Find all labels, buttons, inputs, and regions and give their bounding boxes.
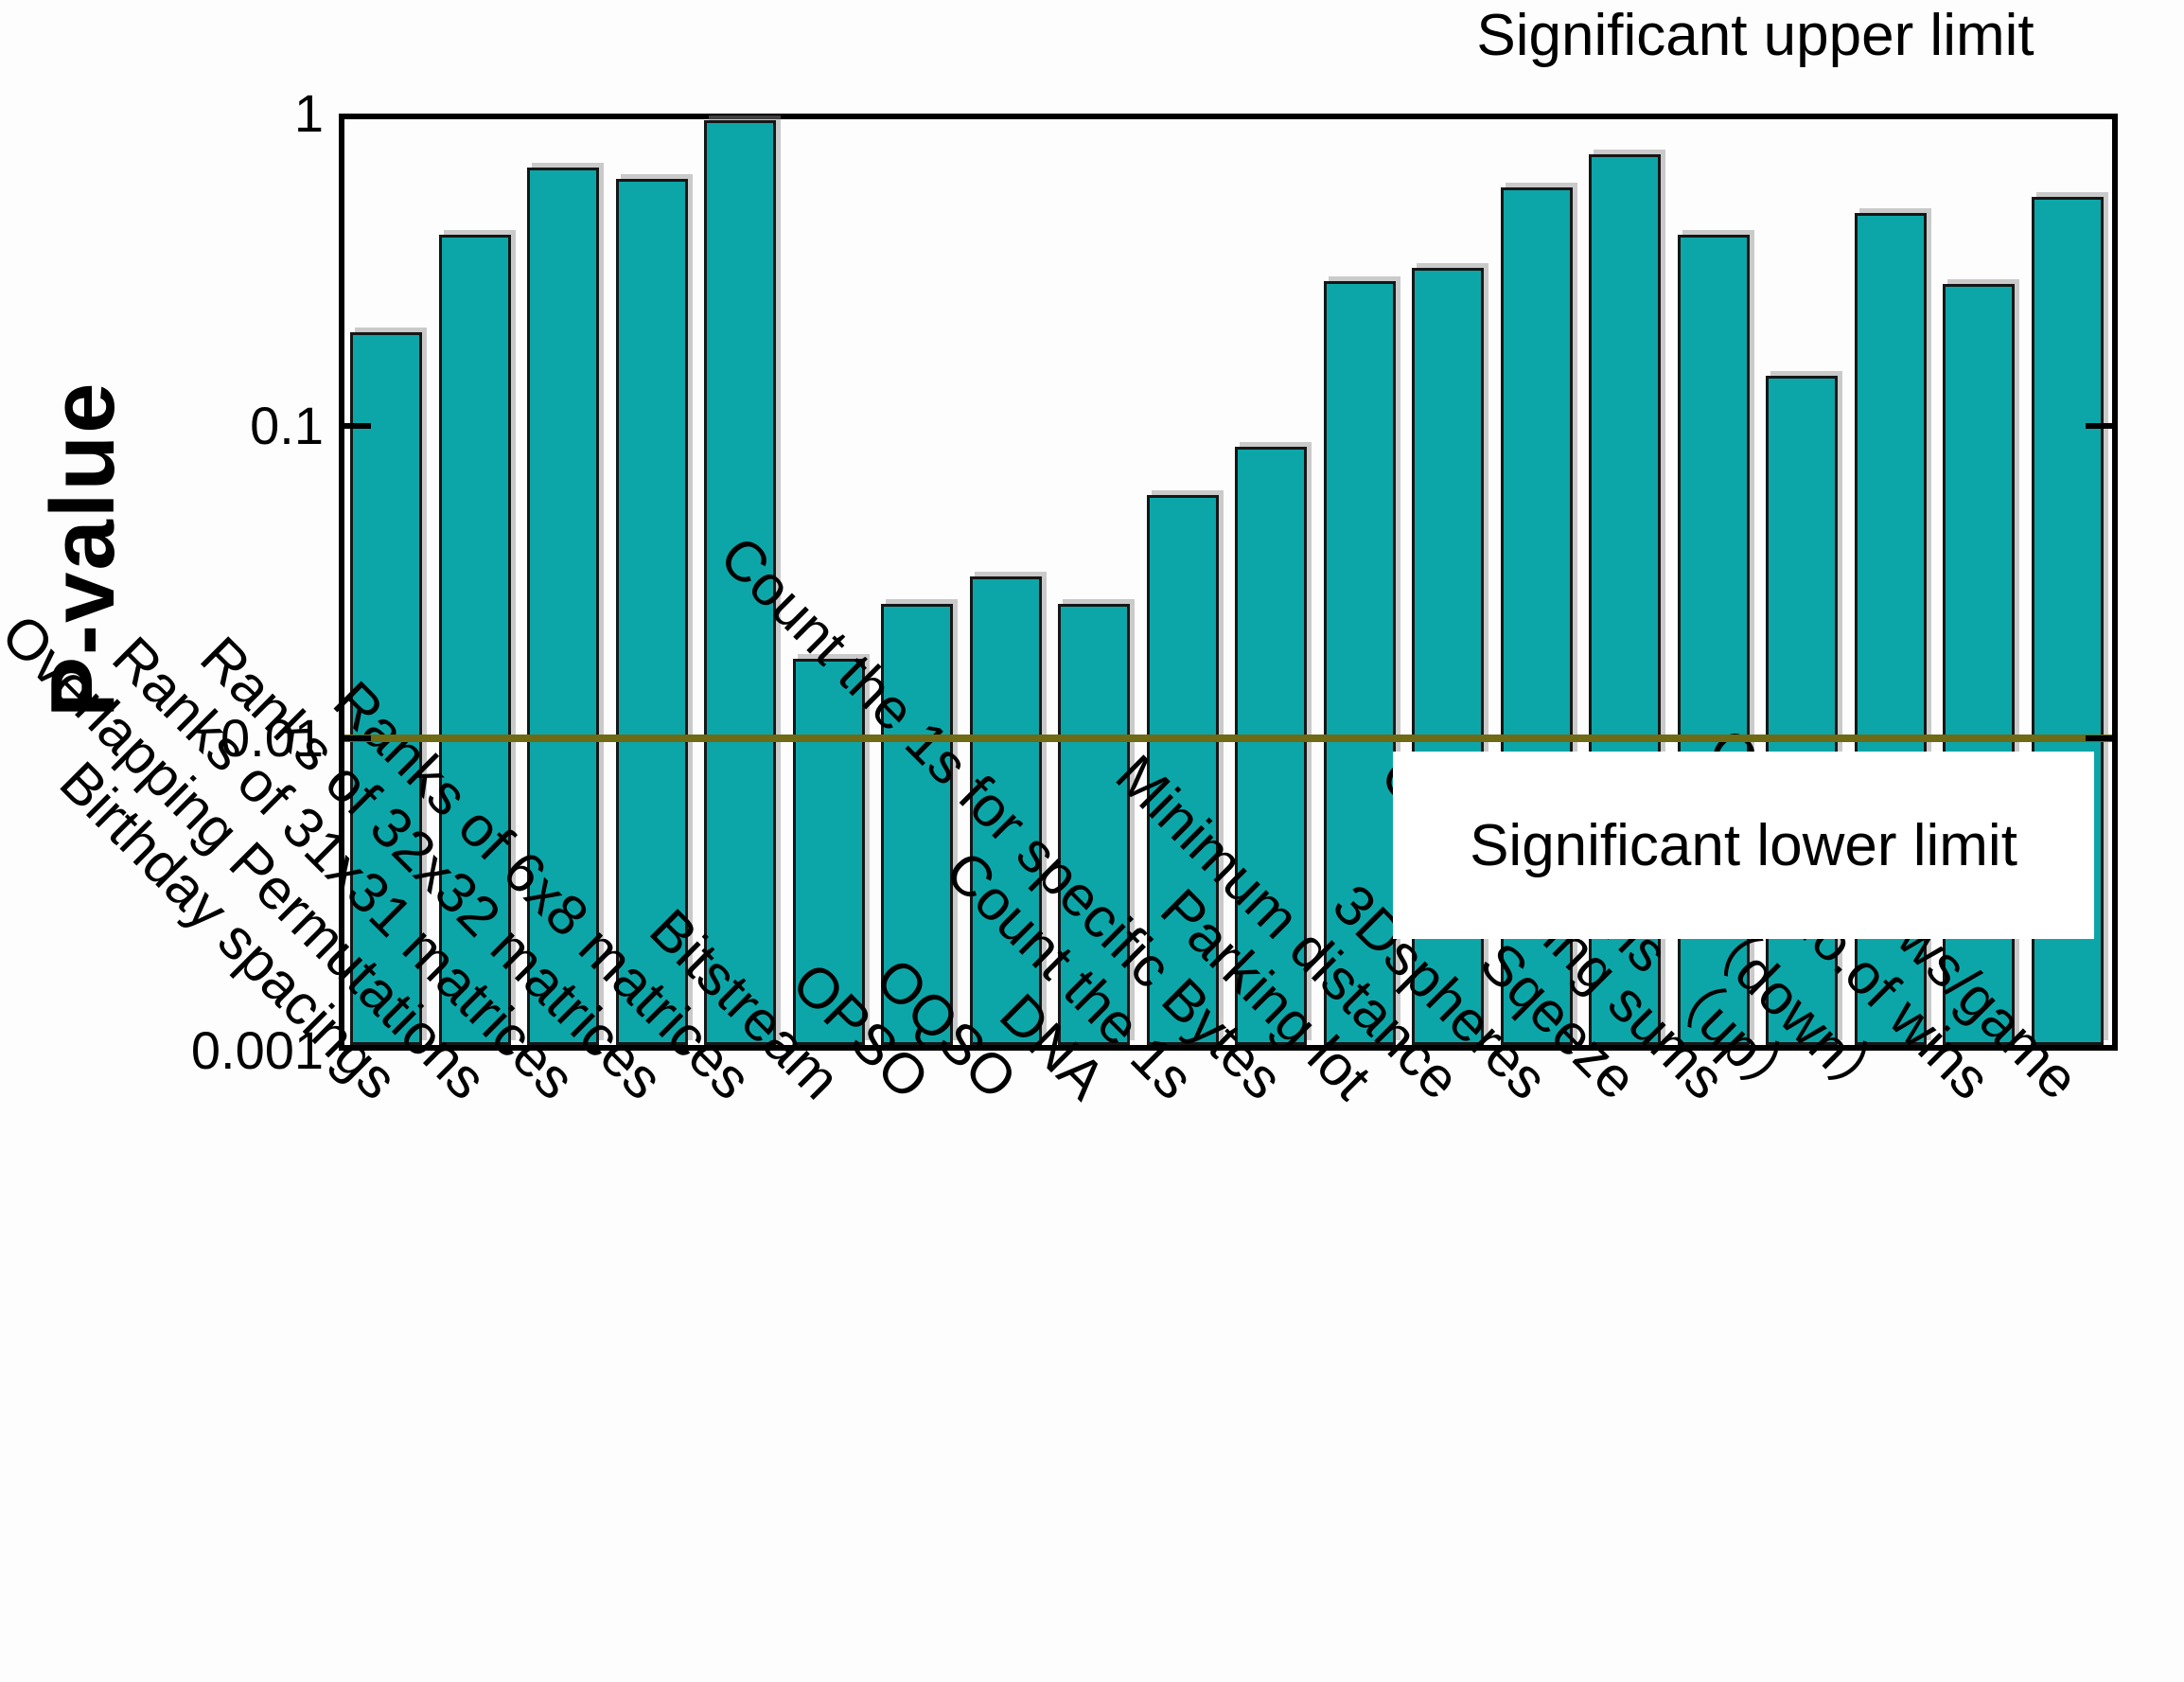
y-tick-label-0_1: 0.1: [250, 396, 324, 455]
y-tick-mark-left: [344, 423, 371, 429]
bar-ranks-of-6x8-matrices: [704, 120, 776, 1045]
bar-ranks-of-31x31-matrices: [527, 168, 599, 1045]
y-tick-mark-right: [2086, 735, 2112, 741]
y-tick-mark-left: [344, 735, 371, 741]
plot-area: Significant lower limit: [339, 114, 2118, 1051]
bar-opso: [881, 603, 953, 1045]
bar-count-the-1s-for-specific-bytes: [1235, 446, 1307, 1045]
bar-overlapping-permutations: [438, 234, 511, 1045]
bar-dna: [1058, 603, 1130, 1045]
y-tick-label-0_001: 0.001: [190, 1020, 324, 1080]
y-tick-mark-right: [2086, 423, 2112, 429]
significance-upper-label: Significant upper limit: [1476, 3, 2034, 68]
significance-lower-label: Significant lower limit: [1470, 812, 2017, 878]
significance-lower-box: Significant lower limit: [1393, 752, 2094, 939]
y-tick-label-1: 1: [293, 83, 324, 143]
bar-parking-lot: [1323, 281, 1396, 1045]
y-tick-label-0_01: 0.01: [220, 708, 324, 768]
bar-oqso: [969, 575, 1042, 1045]
bar-count-the-1s: [1146, 495, 1219, 1045]
bar-birthday-spacings: [350, 331, 422, 1045]
significance-reference-line: [344, 735, 2112, 742]
bar-bitstream: [792, 658, 865, 1045]
bar-ranks-of-32x32-matrices: [615, 178, 688, 1045]
